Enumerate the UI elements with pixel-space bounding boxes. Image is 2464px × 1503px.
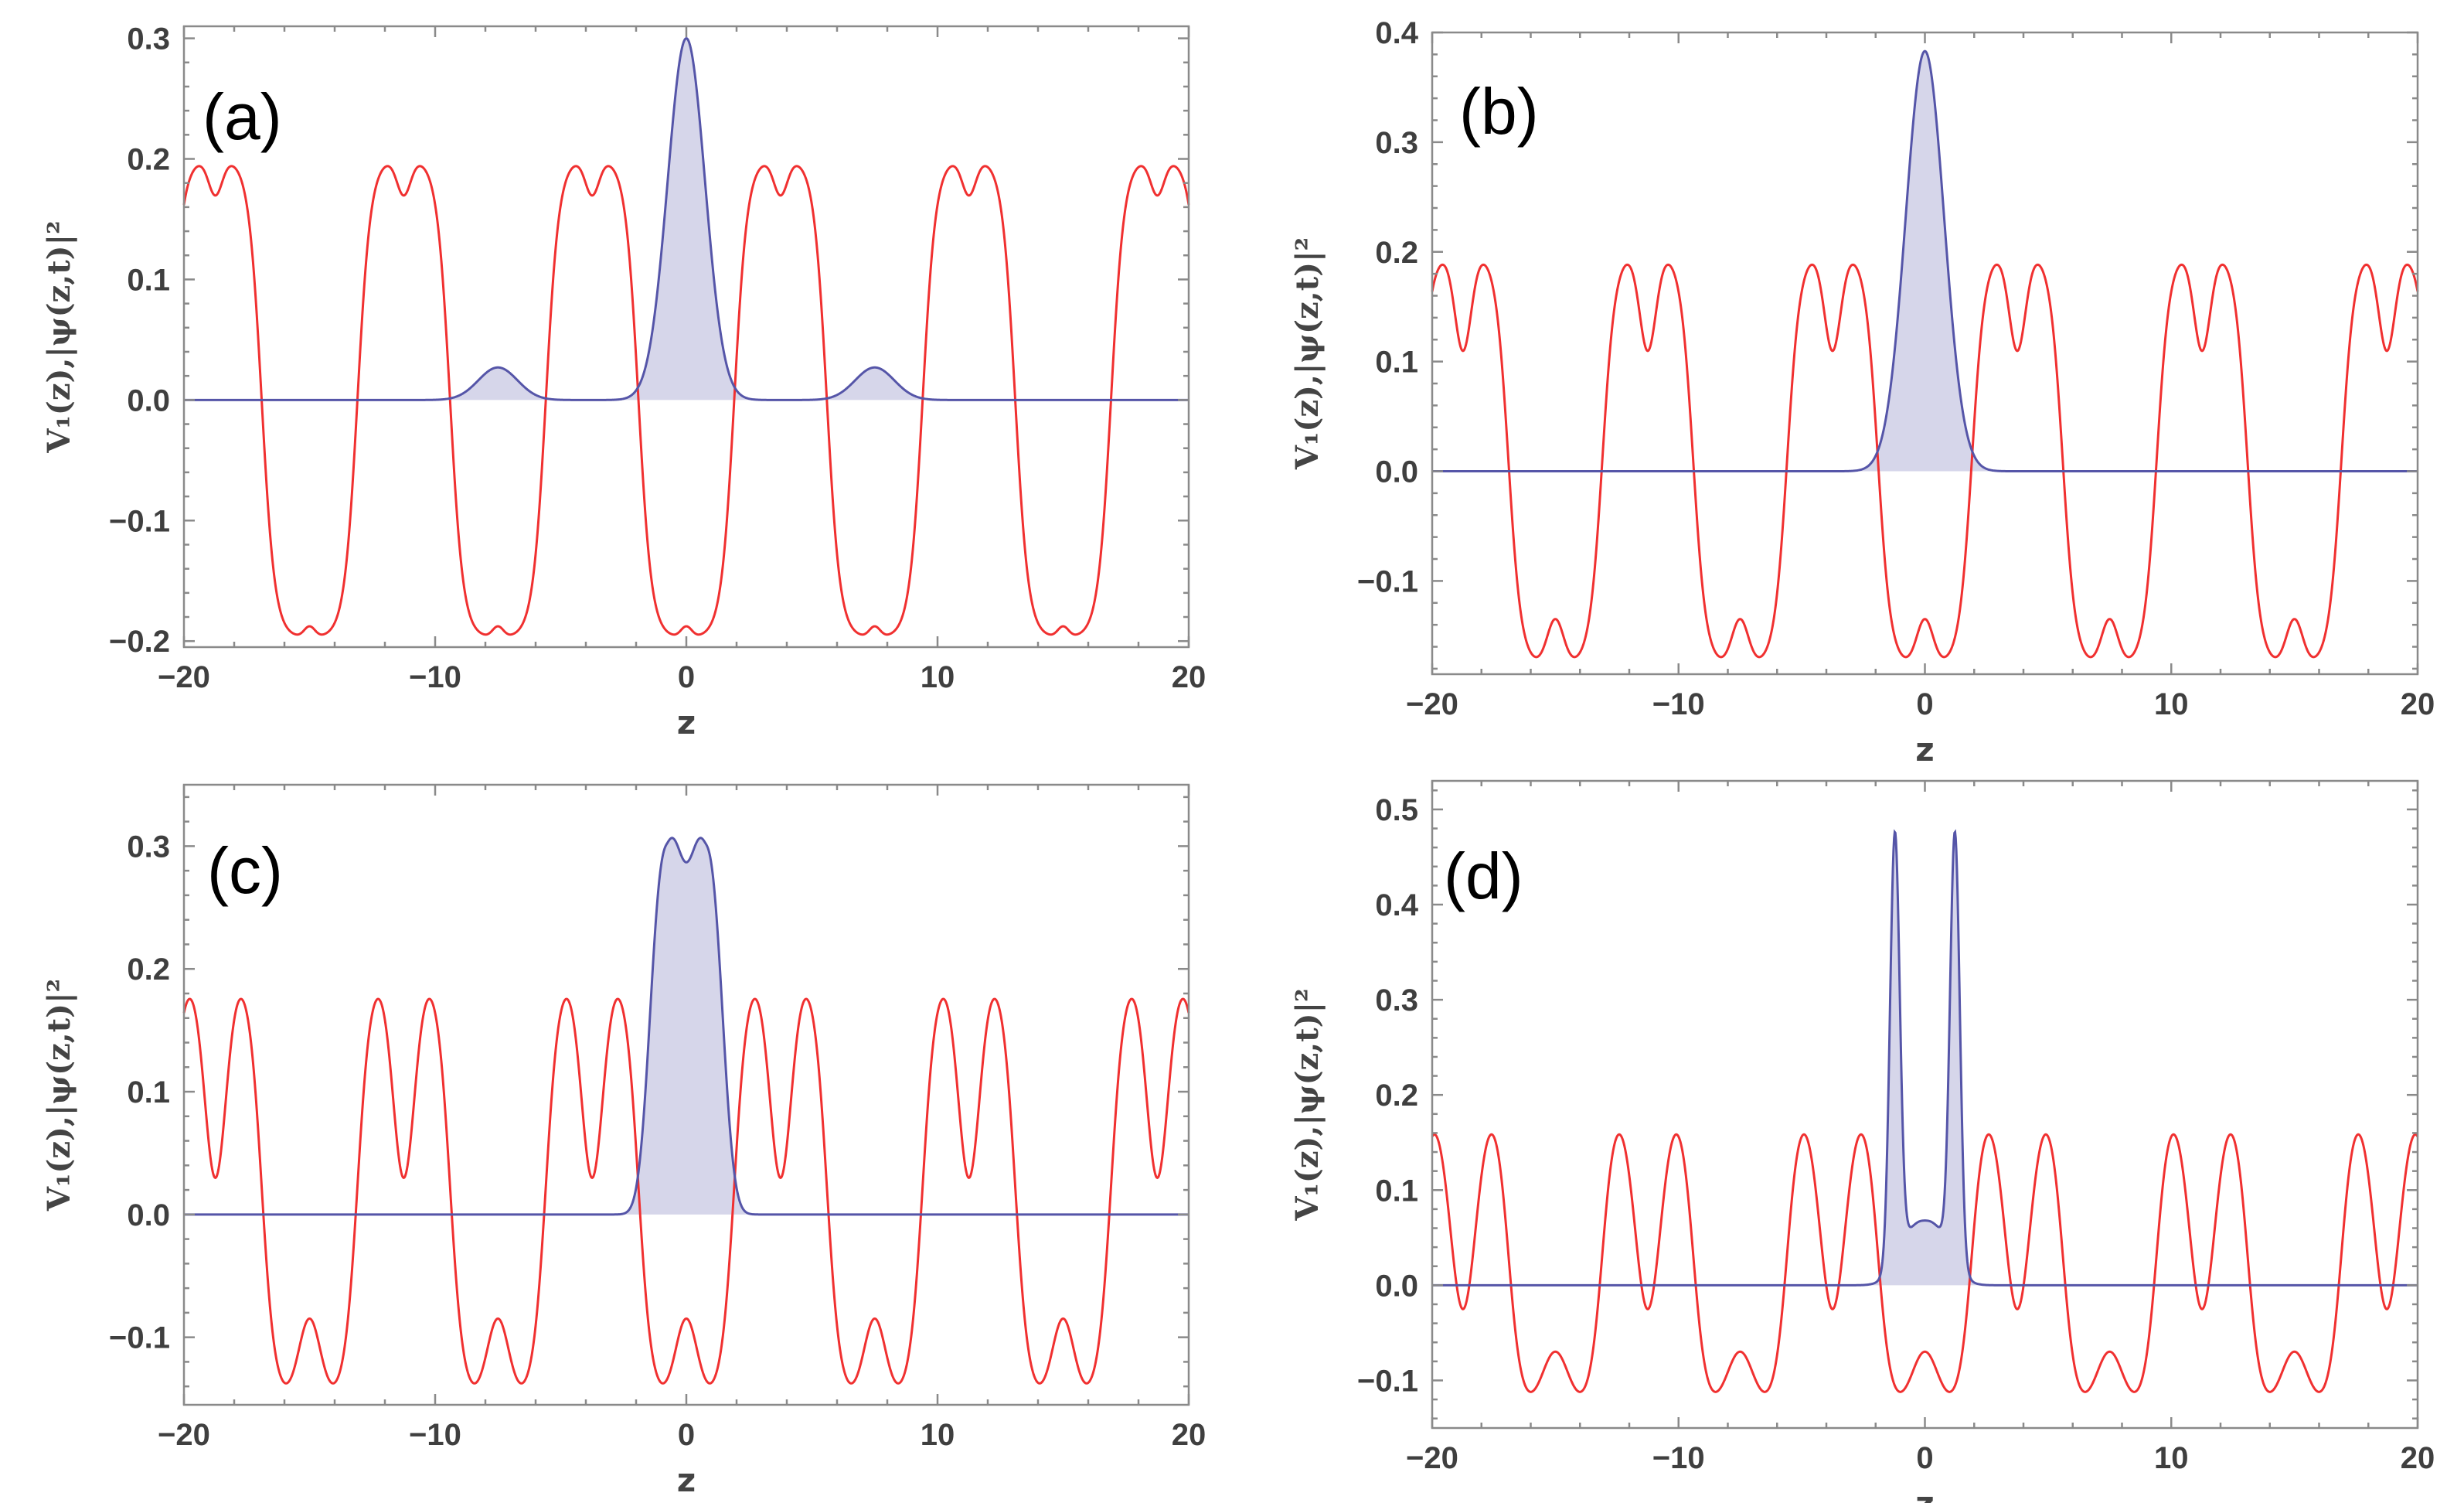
y-axis: −0.1 0.0 0.1 0.2 0.3 0.4 0.5: [1357, 789, 2418, 1420]
x-axis: −20 −10 0 10 20: [1406, 781, 2435, 1475]
y-tick-label: 0.3: [1375, 983, 1418, 1017]
y-axis-label: V₁(z),|ψ(z,t)|²: [41, 979, 77, 1212]
x-tick-label: 10: [921, 660, 955, 694]
y-tick-label: 0.1: [1375, 346, 1418, 380]
x-tick-label: 20: [2401, 1441, 2435, 1475]
x-tick-label: 20: [2401, 687, 2435, 721]
density-fill: [1629, 51, 2221, 472]
y-tick-label: −0.1: [1357, 564, 1418, 598]
x-tick-label: −20: [158, 660, 210, 694]
density-line: [1432, 49, 2418, 473]
x-tick-label: −10: [409, 1418, 461, 1452]
density-fill: [385, 38, 988, 400]
y-tick-label: 0.0: [127, 383, 170, 418]
panel-d: −20 −10 0 10 20 −0.1 0.0 0.1 0.2 0.3 0.4 0.5 z V₁(…: [1289, 779, 2435, 1503]
density-line: [184, 37, 1189, 401]
density-fill: [385, 837, 988, 1215]
y-tick-label: 0.4: [1375, 16, 1418, 50]
y-tick-label: 0.2: [1375, 236, 1418, 270]
x-tick-label: 0: [1916, 687, 1933, 721]
x-tick-label: −20: [1406, 1441, 1458, 1475]
y-tick-label: 0.0: [127, 1198, 170, 1232]
x-axis: −20 −10 0 10 20: [158, 26, 1206, 694]
y-tick-label: 0.3: [127, 22, 170, 56]
x-tick-label: −10: [1652, 687, 1705, 721]
x-tick-label: −20: [1406, 687, 1458, 721]
density-line: [184, 837, 1189, 1216]
panel-b: −20 −10 0 10 20 −0.1 0.0 0.1 0.2 0.3 0.4 z V₁(z),…: [1289, 16, 2435, 769]
plot-background: [1432, 781, 2418, 1428]
y-axis: −0.2 −0.1 0.0 0.1 0.2 0.3: [109, 22, 1189, 659]
y-tick-label: 0.3: [1375, 126, 1418, 160]
x-tick-label: 10: [2154, 687, 2189, 721]
potential-line: [1431, 263, 2419, 659]
y-tick-label: 0.1: [1375, 1174, 1418, 1208]
y-axis: −0.1 0.0 0.1 0.2 0.3: [109, 796, 1189, 1388]
x-tick-label: 10: [921, 1418, 955, 1452]
x-axis: −20 −10 0 10 20: [158, 785, 1206, 1452]
y-tick-label: 0.5: [1375, 793, 1418, 827]
y-tick-label: 0.1: [127, 1075, 170, 1109]
x-tick-label: 20: [1172, 660, 1206, 694]
y-tick-label: 0.2: [127, 953, 170, 987]
potential-line: [1431, 1133, 2419, 1393]
x-axis-label: z: [1915, 1484, 1934, 1503]
x-tick-label: 10: [2154, 1441, 2189, 1475]
y-tick-label: 0.1: [127, 263, 170, 297]
y-tick-label: 0.0: [1375, 1269, 1418, 1303]
potential-line: [182, 997, 1190, 1385]
y-tick-label: 0.2: [127, 143, 170, 177]
density-line: [1432, 829, 2418, 1287]
y-tick-label: −0.1: [109, 504, 170, 538]
panel-label: (d): [1444, 840, 1523, 912]
y-axis: −0.1 0.0 0.1 0.2 0.3 0.4: [1357, 16, 2418, 670]
panel-c: −20 −10 0 10 20 −0.1 0.0 0.1 0.2 0.3 z V₁(z),|ψ(…: [41, 783, 1206, 1499]
y-tick-label: 0.3: [127, 830, 170, 864]
x-tick-label: 0: [678, 1418, 695, 1452]
x-tick-label: 0: [678, 660, 695, 694]
x-tick-label: −20: [158, 1418, 210, 1452]
x-axis-label: z: [677, 1461, 696, 1499]
y-tick-label: 0.0: [1375, 455, 1418, 489]
x-tick-label: 20: [1172, 1418, 1206, 1452]
y-axis-label: V₁(z),|ψ(z,t)|²: [1289, 988, 1326, 1221]
x-tick-label: 0: [1916, 1441, 1933, 1475]
panel-label: (b): [1459, 75, 1539, 148]
x-axis-label: z: [1915, 731, 1934, 769]
y-tick-label: −0.1: [109, 1321, 170, 1355]
x-axis: −20 −10 0 10 20: [1406, 32, 2435, 721]
y-axis-label: V₁(z),|ψ(z,t)|²: [1289, 237, 1326, 470]
panel-label: (c): [207, 834, 283, 907]
y-axis-label: V₁(z),|ψ(z,t)|²: [41, 220, 77, 453]
y-tick-label: 0.4: [1375, 888, 1418, 922]
y-tick-label: −0.1: [1357, 1364, 1418, 1398]
panel-label: (a): [202, 80, 282, 153]
x-axis-label: z: [677, 704, 696, 741]
panel-a: −20 −10 0 10 20 −0.2 −0.1 0.0 0.1 0.2 0.3 z V₁(z)…: [41, 22, 1206, 741]
y-tick-label: −0.2: [109, 625, 170, 659]
potential-line: [182, 165, 1190, 636]
y-tick-label: 0.2: [1375, 1079, 1418, 1113]
x-tick-label: −10: [1652, 1441, 1705, 1475]
x-tick-label: −10: [409, 660, 461, 694]
